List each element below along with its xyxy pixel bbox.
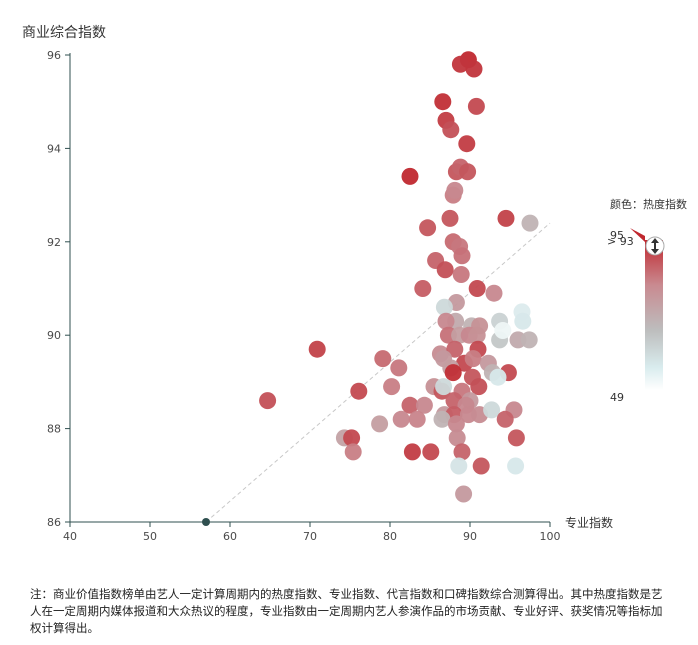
scatter-point[interactable] — [419, 219, 437, 237]
scatter-point[interactable] — [390, 359, 408, 377]
scatter-point[interactable] — [403, 443, 421, 461]
scatter-point[interactable] — [434, 93, 452, 111]
scatter-point[interactable] — [521, 214, 539, 232]
scatter-point[interactable] — [383, 378, 401, 396]
visual-map-handle-value: > 93 — [607, 235, 634, 248]
chart-title: 商业综合指数 — [22, 25, 106, 41]
y-tick-label: 90 — [47, 329, 61, 342]
axes-group: 40 50 60 70 80 90 100 86 88 90 92 94 96 — [47, 49, 561, 543]
scatter-point[interactable] — [374, 350, 392, 368]
scatter-point[interactable] — [514, 312, 532, 330]
scatter-point[interactable] — [451, 55, 469, 73]
scatter-point[interactable] — [520, 331, 538, 349]
scatter-point[interactable] — [437, 312, 455, 330]
scatter-point[interactable] — [392, 410, 410, 428]
scatter-point[interactable] — [450, 457, 468, 475]
visual-map-low-label: 49 — [610, 391, 624, 404]
scatter-point[interactable] — [459, 163, 477, 181]
visual-map-high-label: 95 — [610, 229, 624, 242]
scatter-point[interactable] — [441, 209, 459, 227]
scatter-point[interactable] — [415, 396, 433, 414]
x-tick-label: 60 — [223, 530, 237, 543]
scatter-point[interactable] — [401, 396, 419, 414]
scatter-point[interactable] — [422, 443, 440, 461]
scatter-point[interactable] — [458, 135, 476, 153]
scatter-point[interactable] — [259, 392, 277, 410]
scatter-point[interactable] — [435, 298, 453, 316]
y-tick-label: 88 — [47, 423, 61, 436]
scatter-point[interactable] — [467, 97, 485, 115]
reference-line — [205, 222, 551, 523]
scatter-point[interactable] — [452, 266, 470, 283]
scatter-point[interactable] — [442, 121, 460, 139]
scatter-point[interactable] — [401, 167, 419, 185]
scatter-point[interactable] — [507, 457, 525, 475]
visual-map-title: 颜色：热度指数 — [610, 197, 687, 211]
scatter-point[interactable] — [408, 410, 426, 428]
scatter-point[interactable] — [371, 415, 389, 433]
scatter-point[interactable] — [494, 322, 512, 339]
scatter-point[interactable] — [447, 415, 465, 433]
data-points-group[interactable] — [259, 51, 539, 503]
x-tick-label: 100 — [540, 530, 561, 543]
scatter-point[interactable] — [464, 350, 482, 368]
scatter-point[interactable] — [453, 247, 471, 265]
scatter-point[interactable] — [496, 410, 514, 428]
visual-map-legend[interactable]: 颜色：热度指数 95 > 93 49 — [607, 197, 687, 404]
x-axis-label: 专业指数 — [565, 515, 613, 530]
scatter-point[interactable] — [483, 401, 501, 419]
scatter-point[interactable] — [448, 429, 466, 447]
scatter-point[interactable] — [468, 280, 486, 297]
y-tick-label: 94 — [47, 142, 61, 155]
scatter-point[interactable] — [446, 340, 464, 358]
x-tick-label: 80 — [383, 530, 397, 543]
x-tick-label: 90 — [463, 530, 477, 543]
x-tick-label: 50 — [143, 530, 157, 543]
scatter-point[interactable] — [468, 326, 486, 344]
scatter-point[interactable] — [497, 209, 515, 227]
scatter-point[interactable] — [446, 181, 464, 199]
scatter-point[interactable] — [344, 443, 362, 461]
visual-map-handle-arrow[interactable] — [630, 228, 645, 242]
scatter-point[interactable] — [433, 410, 451, 428]
scatter-point[interactable] — [435, 378, 453, 396]
footnote: 注：商业价值指数榜单由艺人一定计算周期内的热度指数、专业指数、代言指数和口碑指数… — [30, 587, 663, 635]
scatter-point[interactable] — [470, 378, 488, 396]
scatter-point[interactable] — [472, 457, 490, 475]
visual-map-handle[interactable] — [645, 236, 665, 256]
scatter-point[interactable] — [489, 368, 507, 386]
y-tick-label: 86 — [47, 516, 61, 529]
scatter-point[interactable] — [444, 364, 462, 382]
y-tick-label: 92 — [47, 236, 61, 249]
y-tick-label: 96 — [47, 49, 61, 62]
scatter-point[interactable] — [465, 60, 483, 78]
scatter-point[interactable] — [455, 485, 473, 503]
scatter-point[interactable] — [350, 382, 368, 400]
visual-map-gradient-bar[interactable] — [645, 240, 663, 390]
scatter-point[interactable] — [485, 284, 503, 302]
scatter-point[interactable] — [436, 261, 454, 279]
x-tick-label: 70 — [303, 530, 317, 543]
x-tick-label: 40 — [63, 530, 77, 543]
scatter-point[interactable] — [453, 443, 471, 461]
scatter-point[interactable] — [343, 429, 361, 447]
resize-arrows-icon — [651, 238, 659, 254]
scatter-point[interactable] — [414, 280, 432, 297]
scatter-point[interactable] — [507, 429, 525, 447]
scatter-point[interactable] — [308, 340, 326, 358]
